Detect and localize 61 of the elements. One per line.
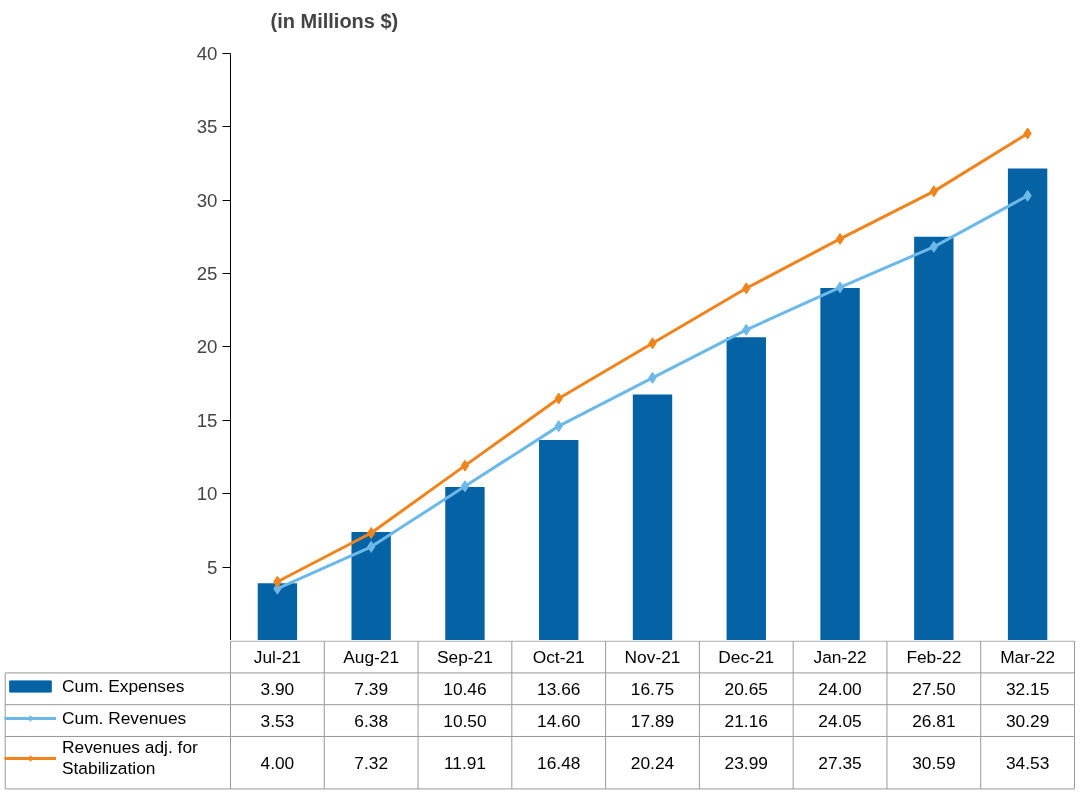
data-label: 10.50 [443,710,487,731]
point [460,459,470,472]
bar [257,583,298,640]
legend-label: Cum. Revenues [62,707,187,729]
y-tick-label: 40 [196,42,218,64]
x-tick-label: Oct-21 [532,647,585,668]
x-tick-label: Aug-21 [343,647,400,668]
data-label: 10.46 [443,678,487,699]
bar [632,394,673,640]
bar [351,531,391,640]
data-label: 11.91 [443,752,486,773]
data-label: 16.48 [537,752,581,773]
y-tick-label: 5 [207,556,218,578]
legend-label: Revenues adj. for Stabilization [62,737,198,780]
data-label: 20.65 [724,678,768,699]
bar [914,236,954,640]
point [835,232,845,245]
data-label: 14.60 [537,710,581,731]
bar [820,288,860,640]
bar [726,337,766,640]
data-label: 3.90 [260,678,295,699]
data-label: 6.38 [354,710,389,731]
data-label: 32.15 [1005,678,1050,699]
data-label: 21.16 [724,710,768,731]
data-label: 4.00 [260,752,295,773]
data-label: 7.32 [354,752,389,773]
y-tick-label: 25 [196,262,218,284]
x-tick-label: Sep-21 [437,647,493,668]
data-label: 24.00 [818,678,862,699]
data-label: 16.75 [630,678,675,699]
x-tick-label: Jan-22 [813,647,867,668]
bar [539,439,579,640]
bar [445,486,485,640]
data-label: 20.24 [630,752,675,773]
bar [1007,168,1048,640]
x-tick-label: Feb-22 [906,647,962,668]
x-tick-label: Mar-22 [1000,647,1056,668]
legend-label: Cum. Expenses [62,675,185,697]
point [835,281,845,294]
data-label: 30.29 [1005,710,1050,731]
x-tick-label: Dec-21 [718,647,775,668]
chart-title: (in Millions $) [270,9,399,32]
data-label: 3.53 [260,710,295,731]
data-label: 23.99 [724,752,768,773]
data-label: 34.53 [1005,752,1050,773]
data-label: 27.35 [818,752,862,773]
point [460,480,470,493]
data-label: 26.81 [912,710,956,731]
y-tick-label: 15 [196,409,218,431]
data-label: 7.39 [354,678,389,699]
data-label: 30.59 [912,752,956,773]
data-label: 17.89 [630,710,675,731]
y-tick-label: 35 [196,116,218,138]
data-label: 27.50 [912,678,956,699]
x-tick-label: Nov-21 [624,647,681,668]
y-tick-label: 10 [196,483,218,505]
x-tick-label: Jul-21 [253,647,301,668]
data-label: 24.05 [818,710,862,731]
y-tick-label: 20 [196,336,218,358]
data-label: 13.66 [537,678,581,699]
y-tick-label: 30 [196,189,218,211]
